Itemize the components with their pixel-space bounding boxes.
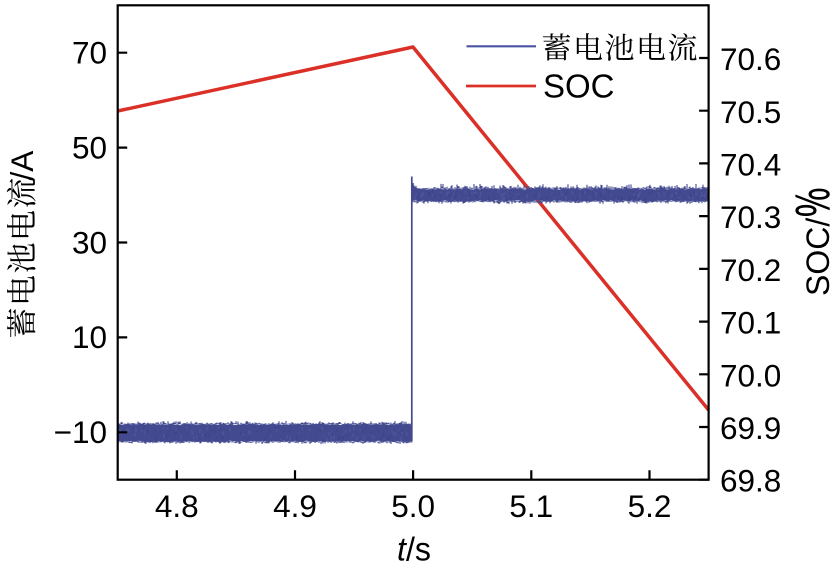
svg-text:SOC/: SOC/ <box>800 218 836 296</box>
svg-text:70.1: 70.1 <box>720 305 781 341</box>
svg-text:70.5: 70.5 <box>720 94 781 130</box>
svg-text:10: 10 <box>72 319 107 355</box>
svg-text:SOC: SOC <box>543 67 615 104</box>
svg-text:70.3: 70.3 <box>720 199 781 235</box>
svg-text:69.9: 69.9 <box>720 410 781 446</box>
svg-text:t/s: t/s <box>397 532 431 567</box>
svg-text:70.4: 70.4 <box>720 147 781 183</box>
svg-text:70: 70 <box>72 35 107 71</box>
svg-text:69.8: 69.8 <box>720 463 781 499</box>
svg-text:5.2: 5.2 <box>628 488 672 524</box>
svg-text:5.0: 5.0 <box>391 488 435 524</box>
svg-text:4.9: 4.9 <box>273 488 317 524</box>
svg-text:70.6: 70.6 <box>720 41 781 77</box>
svg-text:30: 30 <box>72 224 107 260</box>
svg-text:70.0: 70.0 <box>720 357 781 393</box>
svg-text:4.8: 4.8 <box>155 488 199 524</box>
svg-text:5.1: 5.1 <box>509 488 553 524</box>
svg-text:70.2: 70.2 <box>720 252 781 288</box>
svg-text:50: 50 <box>72 130 107 166</box>
svg-text:/A: /A <box>4 151 40 181</box>
svg-text:−10: −10 <box>54 414 107 450</box>
